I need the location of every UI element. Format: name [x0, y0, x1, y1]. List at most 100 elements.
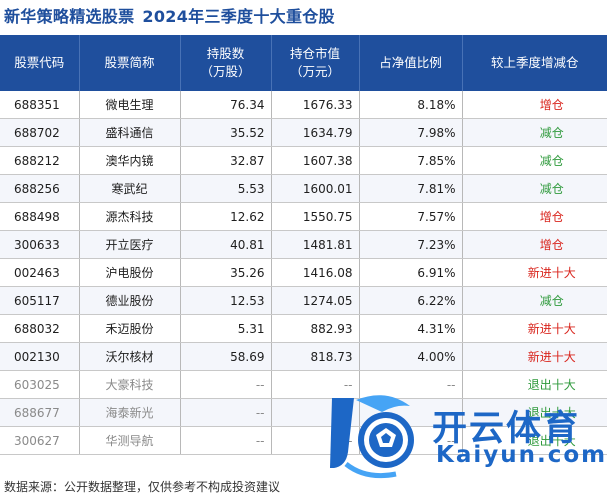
- cell-change: 增仓: [462, 202, 607, 231]
- table-body: 688351 微电生理 76.34 1676.33 8.18% 增仓 688702 盛科通信 3…: [0, 91, 607, 455]
- cell-name: 沪电股份: [79, 258, 181, 287]
- cell-code: 688351: [0, 91, 80, 119]
- cell-value: 1481.81: [271, 230, 360, 259]
- cell-code: 688032: [0, 314, 80, 343]
- column-header: 持股数 （万股）: [180, 35, 272, 91]
- cell-value: 1416.08: [271, 258, 360, 287]
- cell-name: 开立医疗: [79, 230, 181, 259]
- cell-shares: 35.52: [180, 118, 272, 147]
- column-header: 股票简称: [79, 35, 181, 91]
- cell-value: 1607.38: [271, 146, 360, 175]
- cell-value: 1600.01: [271, 174, 360, 203]
- cell-code: 603025: [0, 370, 80, 399]
- cell-shares: 58.69: [180, 342, 272, 371]
- cell-ratio: 4.00%: [359, 342, 463, 371]
- cell-change: 减仓: [462, 146, 607, 175]
- column-header: 持仓市值 （万元）: [271, 35, 360, 91]
- cell-ratio: 7.23%: [359, 230, 463, 259]
- cell-ratio: 6.22%: [359, 286, 463, 315]
- table-row: 688212 澳华内镜 32.87 1607.38 7.85% 减仓: [0, 146, 607, 175]
- table-row: 603025 大豪科技 -- -- -- 退出十大: [0, 370, 607, 399]
- cell-shares: 5.31: [180, 314, 272, 343]
- cell-shares: 40.81: [180, 230, 272, 259]
- cell-shares: 76.34: [180, 91, 272, 119]
- cell-ratio: 7.85%: [359, 146, 463, 175]
- cell-change: 减仓: [462, 118, 607, 147]
- cell-shares: --: [180, 426, 272, 455]
- cell-ratio: 4.31%: [359, 314, 463, 343]
- table-row: 688032 禾迈股份 5.31 882.93 4.31% 新进十大: [0, 314, 607, 343]
- cell-ratio: 7.57%: [359, 202, 463, 231]
- cell-ratio: 8.18%: [359, 91, 463, 119]
- table-row: 605117 德业股份 12.53 1274.05 6.22% 减仓: [0, 286, 607, 315]
- table-row: 688498 源杰科技 12.62 1550.75 7.57% 增仓: [0, 202, 607, 231]
- column-header: 股票代码: [0, 35, 80, 91]
- page-title: 新华策略精选股票 2024年三季度十大重仓股: [4, 3, 335, 29]
- cell-name: 寒武纪: [79, 174, 181, 203]
- cell-name: 大豪科技: [79, 370, 181, 399]
- cell-code: 688256: [0, 174, 80, 203]
- cell-name: 德业股份: [79, 286, 181, 315]
- cell-change: 减仓: [462, 174, 607, 203]
- table-row: 300633 开立医疗 40.81 1481.81 7.23% 增仓: [0, 230, 607, 259]
- cell-change: 增仓: [462, 230, 607, 259]
- cell-name: 盛科通信: [79, 118, 181, 147]
- cell-value: 882.93: [271, 314, 360, 343]
- cell-ratio: 7.81%: [359, 174, 463, 203]
- cell-change: 增仓: [462, 91, 607, 119]
- cell-name: 沃尔核材: [79, 342, 181, 371]
- table-row: 002130 沃尔核材 58.69 818.73 4.00% 新进十大: [0, 342, 607, 371]
- cell-shares: 12.53: [180, 286, 272, 315]
- cell-code: 605117: [0, 286, 80, 315]
- cell-shares: --: [180, 370, 272, 399]
- table-row: 688256 寒武纪 5.53 1600.01 7.81% 减仓: [0, 174, 607, 203]
- brand-logo-en: Kaiyun.com: [436, 442, 607, 468]
- column-header: 占净值比例: [359, 35, 463, 91]
- brand-logo-icon: [330, 395, 414, 479]
- cell-code: 688212: [0, 146, 80, 175]
- cell-code: 300627: [0, 426, 80, 455]
- cell-name: 华测导航: [79, 426, 181, 455]
- cell-shares: 35.26: [180, 258, 272, 287]
- cell-ratio: 6.91%: [359, 258, 463, 287]
- column-header: 较上季度增减仓: [462, 35, 607, 91]
- cell-name: 禾迈股份: [79, 314, 181, 343]
- cell-ratio: --: [359, 370, 463, 399]
- holdings-table: 股票代码 股票简称 持股数 （万股） 持仓市值 （万元） 占净值比例 较上季度增减仓 6883…: [0, 35, 607, 455]
- cell-change: 退出十大: [462, 426, 607, 455]
- brand-logo: 开云体育 Kaiyun.com: [326, 392, 605, 480]
- cell-name: 源杰科技: [79, 202, 181, 231]
- cell-change: 减仓: [462, 286, 607, 315]
- cell-change: 退出十大: [462, 398, 607, 427]
- cell-change: 新进十大: [462, 342, 607, 371]
- cell-code: 002130: [0, 342, 80, 371]
- cell-shares: --: [180, 398, 272, 427]
- cell-code: 688702: [0, 118, 80, 147]
- cell-value: 1274.05: [271, 286, 360, 315]
- cell-name: 澳华内镜: [79, 146, 181, 175]
- cell-ratio: 7.98%: [359, 118, 463, 147]
- table-row: 688351 微电生理 76.34 1676.33 8.18% 增仓: [0, 91, 607, 119]
- cell-value: --: [271, 370, 360, 399]
- fund-name: 新华策略精选股票: [4, 7, 135, 26]
- cell-code: 688498: [0, 202, 80, 231]
- cell-value: 1676.33: [271, 91, 360, 119]
- cell-value: 1550.75: [271, 202, 360, 231]
- cell-name: 海泰新光: [79, 398, 181, 427]
- cell-shares: 12.62: [180, 202, 272, 231]
- cell-code: 300633: [0, 230, 80, 259]
- cell-change: 新进十大: [462, 314, 607, 343]
- cell-value: 818.73: [271, 342, 360, 371]
- cell-code: 002463: [0, 258, 80, 287]
- cell-shares: 32.87: [180, 146, 272, 175]
- brand-logo-cn: 开云体育: [432, 409, 581, 449]
- table-row: 688702 盛科通信 35.52 1634.79 7.98% 减仓: [0, 118, 607, 147]
- data-source-note: 数据来源：公开数据整理，仅供参考不构成投资建议: [4, 480, 281, 494]
- cell-change: 退出十大: [462, 370, 607, 399]
- table-header-row: 股票代码 股票简称 持股数 （万股） 持仓市值 （万元） 占净值比例 较上季度增减仓: [0, 35, 607, 91]
- table-row: 002463 沪电股份 35.26 1416.08 6.91% 新进十大: [0, 258, 607, 287]
- cell-change: 新进十大: [462, 258, 607, 287]
- report-subtitle: 2024年三季度十大重仓股: [142, 7, 335, 26]
- cell-value: 1634.79: [271, 118, 360, 147]
- cell-code: 688677: [0, 398, 80, 427]
